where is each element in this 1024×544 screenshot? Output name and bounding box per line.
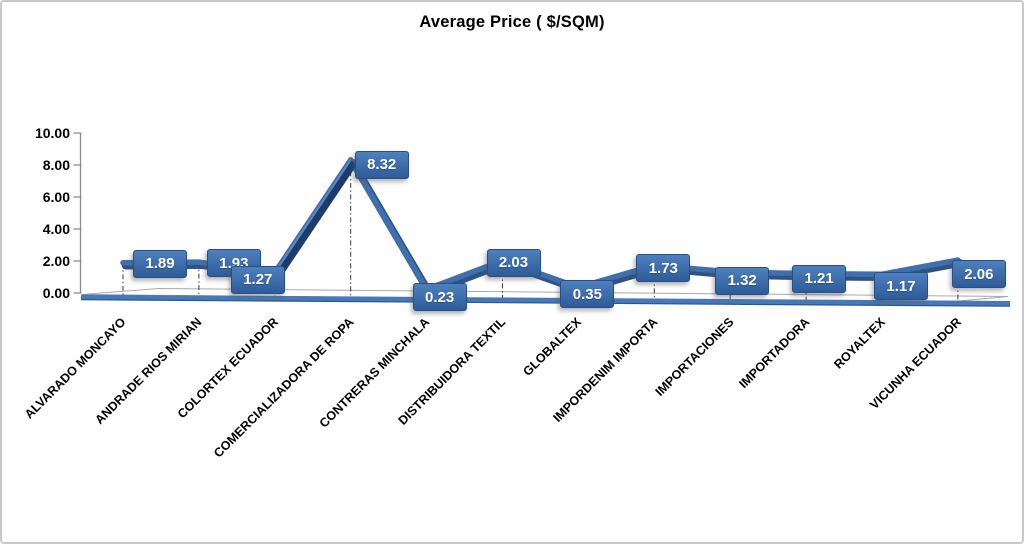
base-line-edge	[80, 298, 1011, 307]
data-label: 1.89	[133, 249, 187, 278]
y-axis-label: 2.00	[42, 253, 70, 269]
y-axis-label: 0.00	[42, 285, 70, 301]
y-axis-label: 6.00	[42, 189, 70, 205]
series-3d-highlight	[273, 159, 352, 274]
y-axis-label: 4.00	[42, 221, 70, 237]
data-label: 1.21	[792, 264, 847, 293]
y-axis-label: 8.00	[42, 157, 70, 173]
base-line	[80, 294, 1011, 306]
data-label: 1.73	[636, 254, 691, 283]
data-label: 2.06	[951, 260, 1006, 289]
data-label: 0.35	[560, 280, 615, 309]
data-label: 2.03	[486, 248, 541, 277]
data-label: 1.27	[230, 265, 285, 294]
data-label: 1.32	[715, 266, 770, 295]
series-3d-side	[274, 159, 358, 278]
data-label: 1.17	[874, 272, 928, 301]
data-label: 8.32	[354, 150, 409, 179]
y-axis-label: 10.00	[34, 125, 70, 141]
data-label: 0.23	[412, 283, 467, 312]
chart-title: Average Price ( $/SQM)	[419, 13, 605, 31]
